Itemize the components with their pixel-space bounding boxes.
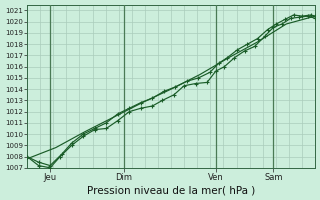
X-axis label: Pression niveau de la mer( hPa ): Pression niveau de la mer( hPa ) <box>87 185 255 195</box>
